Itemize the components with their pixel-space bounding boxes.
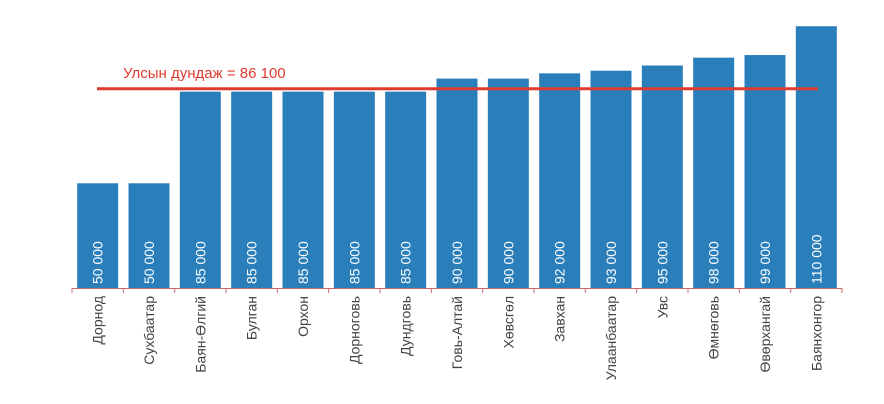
bar [282, 91, 324, 288]
category-label: Дорноговь [346, 296, 362, 364]
bar [77, 183, 119, 288]
value-label: 85 000 [398, 241, 414, 284]
value-label: 99 000 [757, 241, 773, 284]
bar [436, 78, 478, 289]
bar [539, 73, 581, 289]
category-label: Дундговь [398, 296, 414, 356]
value-label: 85 000 [295, 241, 311, 284]
category-label: Хөвсгөл [500, 296, 516, 348]
value-label: 92 000 [552, 241, 568, 284]
bar [179, 91, 221, 288]
value-label: 85 000 [192, 241, 208, 284]
category-label: Өмнөговь [706, 296, 722, 359]
value-label: 50 000 [141, 241, 157, 284]
category-label: Баян-Өлгий [192, 296, 208, 373]
bar [231, 91, 273, 288]
category-label: Орхон [295, 296, 311, 337]
bar [795, 26, 837, 289]
bar [641, 65, 683, 288]
bar [128, 183, 170, 288]
category-label: Өвөрхангай [757, 296, 773, 373]
bar [590, 70, 632, 288]
category-label: Улаанбаатар [603, 296, 619, 380]
value-label: 110 000 [808, 234, 824, 284]
category-label: Завхан [552, 296, 568, 342]
average-label: Улсын дундаж = 86 100 [123, 65, 286, 82]
value-label: 85 000 [244, 241, 260, 284]
category-label: Увс [654, 296, 670, 318]
category-label: Сухбаатар [141, 296, 157, 365]
value-label: 50 000 [90, 241, 106, 284]
value-label: 85 000 [346, 241, 362, 284]
bar [333, 91, 375, 288]
value-label: 90 000 [449, 241, 465, 284]
bar [385, 91, 427, 288]
bar [693, 57, 735, 288]
value-label: 93 000 [603, 241, 619, 284]
value-label: 95 000 [654, 241, 670, 284]
bar [744, 55, 786, 288]
bar [487, 78, 529, 289]
category-label: Дорнод [90, 296, 106, 345]
value-label: 90 000 [500, 241, 516, 284]
category-label: Баянхонгор [808, 296, 824, 371]
category-label: Говь-Алтай [449, 296, 465, 369]
category-label: Булган [244, 296, 260, 340]
value-label: 98 000 [706, 241, 722, 284]
